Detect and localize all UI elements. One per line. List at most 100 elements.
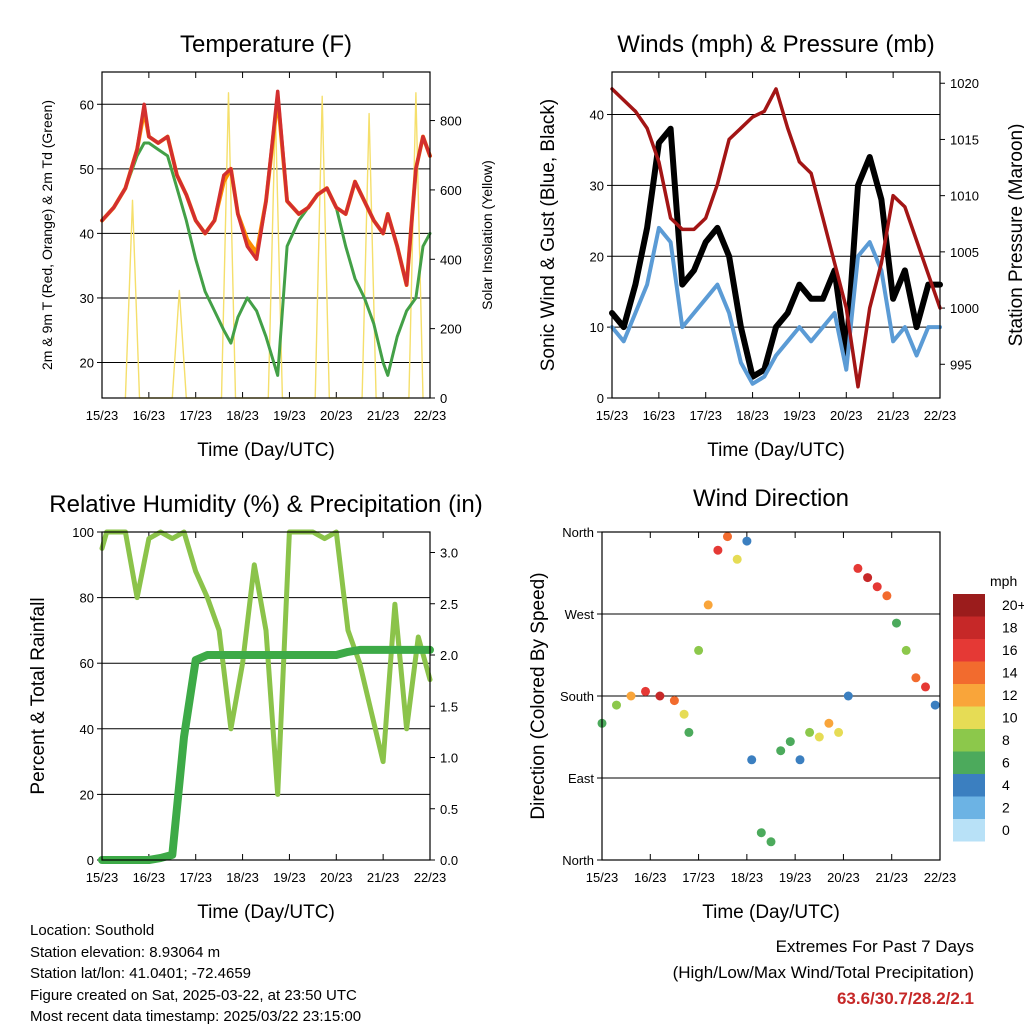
x-tick-label: 20/23: [320, 408, 353, 423]
y-right-tick-label: 1.0: [440, 751, 458, 766]
direction-point: [742, 536, 752, 546]
temp-2m-line: [100, 89, 432, 287]
direction-point: [921, 682, 930, 692]
y-right-tick-label: 800: [440, 114, 462, 129]
y-tick-label: 0: [597, 391, 604, 406]
x-tick-label: 19/23: [783, 408, 816, 423]
y-axis-right-label-winds: Station Pressure (Maroon): [1006, 124, 1024, 347]
chart-title-temperature: Temperature (F): [180, 31, 352, 58]
y-right-tick-label: 200: [440, 322, 462, 337]
y-tick-label: 40: [80, 226, 94, 241]
direction-point: [843, 691, 853, 701]
direction-point: [795, 755, 805, 765]
direction-point: [911, 673, 921, 683]
info-location: Location: Southold: [30, 922, 155, 939]
y-axis-label-humidity: Percent & Total Rainfall: [28, 597, 49, 794]
colorbar-swatch: [953, 751, 985, 774]
x-tick-label: 16/23: [643, 408, 676, 423]
x-tick-label: 22/23: [924, 870, 957, 885]
direction-point: [882, 591, 892, 601]
y-axis-right-label-temperature: Solar Insolation (Yellow): [479, 160, 495, 310]
x-tick-label: 16/23: [634, 870, 667, 885]
y-right-tick-label: 2.0: [440, 648, 458, 663]
x-tick-label: 17/23: [179, 408, 212, 423]
colorbar-swatch: [953, 661, 985, 684]
x-tick-label: 20/23: [830, 408, 863, 423]
x-tick-label: 19/23: [779, 870, 812, 885]
colorbar-label: 0: [1002, 822, 1010, 838]
y-tick-label: 20: [80, 787, 94, 802]
colorbar-label: 4: [1002, 777, 1010, 793]
pressure-line: [610, 87, 942, 389]
direction-point: [872, 582, 882, 592]
colorbar-label: 20+: [1002, 597, 1024, 613]
direction-point: [814, 732, 824, 742]
colorbar-label: 18: [1002, 620, 1018, 636]
x-tick-label: 15/23: [586, 870, 619, 885]
y-right-tick-label: 2.5: [440, 597, 458, 612]
colorbar-swatch: [953, 796, 985, 819]
y-right-tick-label: 1005: [950, 245, 979, 260]
x-tick-label: 19/23: [273, 870, 306, 885]
x-tick-label: 15/23: [596, 408, 629, 423]
colorbar-swatch: [953, 819, 985, 842]
y-tick-label: 100: [72, 525, 94, 540]
y-right-tick-label: 600: [440, 183, 462, 198]
station-info: Location: Southold Station elevation: 8.…: [30, 920, 361, 1028]
x-tick-label: 18/23: [226, 870, 259, 885]
colorbar-label: 14: [1002, 665, 1018, 681]
colorbar-swatch: [953, 594, 985, 617]
x-axis-label-direction: Time (Day/UTC): [702, 902, 840, 923]
y-right-tick-label: 0: [440, 391, 447, 406]
direction-point: [732, 554, 742, 564]
colorbar-swatch: [953, 616, 985, 639]
colorbar-label: 2: [1002, 800, 1010, 816]
extremes-subtitle: (High/Low/Max Wind/Total Precipitation): [672, 963, 974, 982]
chart-title-winds: Winds (mph) & Pressure (mb): [617, 31, 934, 58]
y-right-tick-label: 995: [950, 357, 972, 372]
y-tick-label: 50: [80, 162, 94, 177]
y-tick-label: 40: [590, 108, 604, 123]
direction-point: [853, 563, 863, 573]
y-tick-label: 30: [590, 178, 604, 193]
direction-point: [824, 718, 834, 728]
y-tick-label: 0: [87, 853, 94, 868]
extremes-box: Extremes For Past 7 Days (High/Low/Max W…: [673, 934, 974, 1012]
wind-line: [610, 225, 942, 386]
direction-point: [612, 700, 621, 710]
y-right-tick-label: 1000: [950, 301, 979, 316]
extremes-title: Extremes For Past 7 Days: [775, 937, 974, 956]
colorbar-label: 12: [1002, 687, 1018, 703]
colorbar-label: 10: [1002, 710, 1018, 726]
x-tick-label: 18/23: [226, 408, 259, 423]
direction-point: [805, 727, 815, 737]
colorbar-label: 8: [1002, 732, 1010, 748]
y-tick-label: 40: [80, 722, 94, 737]
direction-point: [930, 700, 940, 710]
x-tick-label: 17/23: [179, 870, 212, 885]
x-tick-label: 17/23: [682, 870, 715, 885]
plot-frame: [101, 71, 431, 399]
dewpoint-line: [100, 141, 432, 377]
x-tick-label: 21/23: [367, 408, 400, 423]
extremes-values: 63.6/30.7/28.2/2.1: [836, 989, 974, 1008]
humidity-line: [99, 529, 433, 797]
x-tick-label: 22/23: [414, 408, 447, 423]
y-tick-label: North: [562, 525, 594, 540]
y-tick-label: 80: [80, 591, 94, 606]
y-right-tick-label: 1.5: [440, 699, 458, 714]
x-tick-label: 15/23: [86, 408, 119, 423]
direction-point: [863, 573, 873, 583]
direction-point: [766, 837, 776, 847]
x-tick-label: 21/23: [367, 870, 400, 885]
x-tick-label: 21/23: [875, 870, 908, 885]
y-right-tick-label: 1020: [950, 76, 979, 91]
x-tick-label: 17/23: [689, 408, 722, 423]
info-elevation: Station elevation: 8.93064 m: [30, 943, 221, 961]
direction-point: [626, 691, 636, 701]
plot-frame: [611, 71, 941, 399]
y-tick-label: 30: [80, 291, 94, 306]
y-tick-label: East: [568, 771, 594, 786]
x-tick-label: 18/23: [736, 408, 769, 423]
